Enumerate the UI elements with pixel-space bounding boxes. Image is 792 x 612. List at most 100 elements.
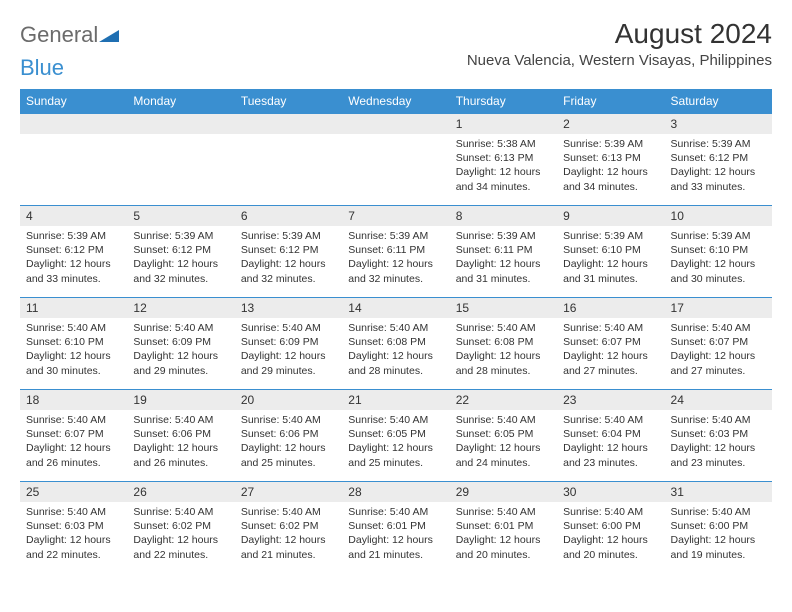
day-info: Sunrise: 5:40 AMSunset: 6:03 PMDaylight:…	[665, 410, 772, 474]
day-info: Sunrise: 5:40 AMSunset: 6:07 PMDaylight:…	[665, 318, 772, 382]
calendar-cell: 18Sunrise: 5:40 AMSunset: 6:07 PMDayligh…	[20, 390, 127, 482]
day-info: Sunrise: 5:40 AMSunset: 6:08 PMDaylight:…	[450, 318, 557, 382]
calendar-cell: .	[235, 114, 342, 206]
calendar-week-row: ....1Sunrise: 5:38 AMSunset: 6:13 PMDayl…	[20, 114, 772, 206]
day-number: 31	[665, 482, 772, 502]
day-info: Sunrise: 5:40 AMSunset: 6:03 PMDaylight:…	[20, 502, 127, 566]
day-number: 30	[557, 482, 664, 502]
calendar-cell: .	[342, 114, 449, 206]
day-number: 6	[235, 206, 342, 226]
day-number: .	[127, 114, 234, 134]
location: Nueva Valencia, Western Visayas, Philipp…	[467, 52, 772, 69]
calendar-cell: 11Sunrise: 5:40 AMSunset: 6:10 PMDayligh…	[20, 298, 127, 390]
day-number: 26	[127, 482, 234, 502]
day-info: Sunrise: 5:40 AMSunset: 6:00 PMDaylight:…	[557, 502, 664, 566]
day-info: Sunrise: 5:39 AMSunset: 6:13 PMDaylight:…	[557, 134, 664, 198]
day-header: Monday	[127, 89, 234, 114]
title-block: August 2024 Nueva Valencia, Western Visa…	[467, 18, 772, 69]
day-number: 27	[235, 482, 342, 502]
day-header: Sunday	[20, 89, 127, 114]
day-number: 29	[450, 482, 557, 502]
calendar-cell: 22Sunrise: 5:40 AMSunset: 6:05 PMDayligh…	[450, 390, 557, 482]
day-header: Thursday	[450, 89, 557, 114]
calendar-cell: .	[20, 114, 127, 206]
day-info: Sunrise: 5:40 AMSunset: 6:00 PMDaylight:…	[665, 502, 772, 566]
calendar-cell: 2Sunrise: 5:39 AMSunset: 6:13 PMDaylight…	[557, 114, 664, 206]
day-info: Sunrise: 5:40 AMSunset: 6:06 PMDaylight:…	[127, 410, 234, 474]
day-info: Sunrise: 5:40 AMSunset: 6:07 PMDaylight:…	[557, 318, 664, 382]
day-info: Sunrise: 5:39 AMSunset: 6:12 PMDaylight:…	[665, 134, 772, 198]
day-info: Sunrise: 5:39 AMSunset: 6:12 PMDaylight:…	[20, 226, 127, 290]
day-info: Sunrise: 5:40 AMSunset: 6:07 PMDaylight:…	[20, 410, 127, 474]
calendar-cell: .	[127, 114, 234, 206]
calendar-cell: 12Sunrise: 5:40 AMSunset: 6:09 PMDayligh…	[127, 298, 234, 390]
calendar-cell: 23Sunrise: 5:40 AMSunset: 6:04 PMDayligh…	[557, 390, 664, 482]
day-number: 8	[450, 206, 557, 226]
calendar-table: SundayMondayTuesdayWednesdayThursdayFrid…	[20, 89, 772, 574]
day-header: Friday	[557, 89, 664, 114]
day-info: Sunrise: 5:40 AMSunset: 6:08 PMDaylight:…	[342, 318, 449, 382]
calendar-cell: 20Sunrise: 5:40 AMSunset: 6:06 PMDayligh…	[235, 390, 342, 482]
calendar-week-row: 11Sunrise: 5:40 AMSunset: 6:10 PMDayligh…	[20, 298, 772, 390]
day-header: Saturday	[665, 89, 772, 114]
day-number: .	[235, 114, 342, 134]
day-number: 17	[665, 298, 772, 318]
calendar-cell: 19Sunrise: 5:40 AMSunset: 6:06 PMDayligh…	[127, 390, 234, 482]
day-number: 5	[127, 206, 234, 226]
day-number: 18	[20, 390, 127, 410]
day-info: Sunrise: 5:40 AMSunset: 6:10 PMDaylight:…	[20, 318, 127, 382]
calendar-cell: 26Sunrise: 5:40 AMSunset: 6:02 PMDayligh…	[127, 482, 234, 574]
calendar-cell: 6Sunrise: 5:39 AMSunset: 6:12 PMDaylight…	[235, 206, 342, 298]
calendar-cell: 29Sunrise: 5:40 AMSunset: 6:01 PMDayligh…	[450, 482, 557, 574]
day-info: Sunrise: 5:40 AMSunset: 6:05 PMDaylight:…	[342, 410, 449, 474]
day-number: 25	[20, 482, 127, 502]
day-number: 13	[235, 298, 342, 318]
calendar-cell: 9Sunrise: 5:39 AMSunset: 6:10 PMDaylight…	[557, 206, 664, 298]
day-number: .	[342, 114, 449, 134]
day-info: Sunrise: 5:40 AMSunset: 6:05 PMDaylight:…	[450, 410, 557, 474]
calendar-cell: 5Sunrise: 5:39 AMSunset: 6:12 PMDaylight…	[127, 206, 234, 298]
day-info: Sunrise: 5:39 AMSunset: 6:11 PMDaylight:…	[342, 226, 449, 290]
calendar-week-row: 18Sunrise: 5:40 AMSunset: 6:07 PMDayligh…	[20, 390, 772, 482]
day-number: 28	[342, 482, 449, 502]
logo-triangle-icon	[99, 22, 119, 48]
day-info: Sunrise: 5:39 AMSunset: 6:12 PMDaylight:…	[127, 226, 234, 290]
day-number: 23	[557, 390, 664, 410]
logo: General	[20, 18, 121, 48]
day-info: Sunrise: 5:40 AMSunset: 6:04 PMDaylight:…	[557, 410, 664, 474]
day-number: 21	[342, 390, 449, 410]
calendar-cell: 14Sunrise: 5:40 AMSunset: 6:08 PMDayligh…	[342, 298, 449, 390]
day-info: Sunrise: 5:40 AMSunset: 6:02 PMDaylight:…	[235, 502, 342, 566]
day-info: Sunrise: 5:40 AMSunset: 6:09 PMDaylight:…	[235, 318, 342, 382]
day-info: Sunrise: 5:40 AMSunset: 6:09 PMDaylight:…	[127, 318, 234, 382]
day-info: Sunrise: 5:39 AMSunset: 6:10 PMDaylight:…	[557, 226, 664, 290]
day-number: 24	[665, 390, 772, 410]
day-header: Tuesday	[235, 89, 342, 114]
calendar-cell: 4Sunrise: 5:39 AMSunset: 6:12 PMDaylight…	[20, 206, 127, 298]
logo-word1: General	[20, 22, 98, 48]
day-info: Sunrise: 5:38 AMSunset: 6:13 PMDaylight:…	[450, 134, 557, 198]
calendar-cell: 13Sunrise: 5:40 AMSunset: 6:09 PMDayligh…	[235, 298, 342, 390]
calendar-cell: 8Sunrise: 5:39 AMSunset: 6:11 PMDaylight…	[450, 206, 557, 298]
calendar-cell: 27Sunrise: 5:40 AMSunset: 6:02 PMDayligh…	[235, 482, 342, 574]
day-header: Wednesday	[342, 89, 449, 114]
day-number: 7	[342, 206, 449, 226]
logo-word2: Blue	[20, 55, 64, 80]
calendar-cell: 7Sunrise: 5:39 AMSunset: 6:11 PMDaylight…	[342, 206, 449, 298]
day-number: 20	[235, 390, 342, 410]
day-number: 4	[20, 206, 127, 226]
day-info: Sunrise: 5:39 AMSunset: 6:11 PMDaylight:…	[450, 226, 557, 290]
calendar-body: ....1Sunrise: 5:38 AMSunset: 6:13 PMDayl…	[20, 114, 772, 574]
calendar-cell: 1Sunrise: 5:38 AMSunset: 6:13 PMDaylight…	[450, 114, 557, 206]
calendar-week-row: 4Sunrise: 5:39 AMSunset: 6:12 PMDaylight…	[20, 206, 772, 298]
calendar-cell: 16Sunrise: 5:40 AMSunset: 6:07 PMDayligh…	[557, 298, 664, 390]
day-number: 2	[557, 114, 664, 134]
day-number: 16	[557, 298, 664, 318]
day-number: 11	[20, 298, 127, 318]
calendar-cell: 28Sunrise: 5:40 AMSunset: 6:01 PMDayligh…	[342, 482, 449, 574]
day-number: 10	[665, 206, 772, 226]
calendar-cell: 21Sunrise: 5:40 AMSunset: 6:05 PMDayligh…	[342, 390, 449, 482]
day-number: .	[20, 114, 127, 134]
day-info: Sunrise: 5:40 AMSunset: 6:01 PMDaylight:…	[342, 502, 449, 566]
day-number: 22	[450, 390, 557, 410]
